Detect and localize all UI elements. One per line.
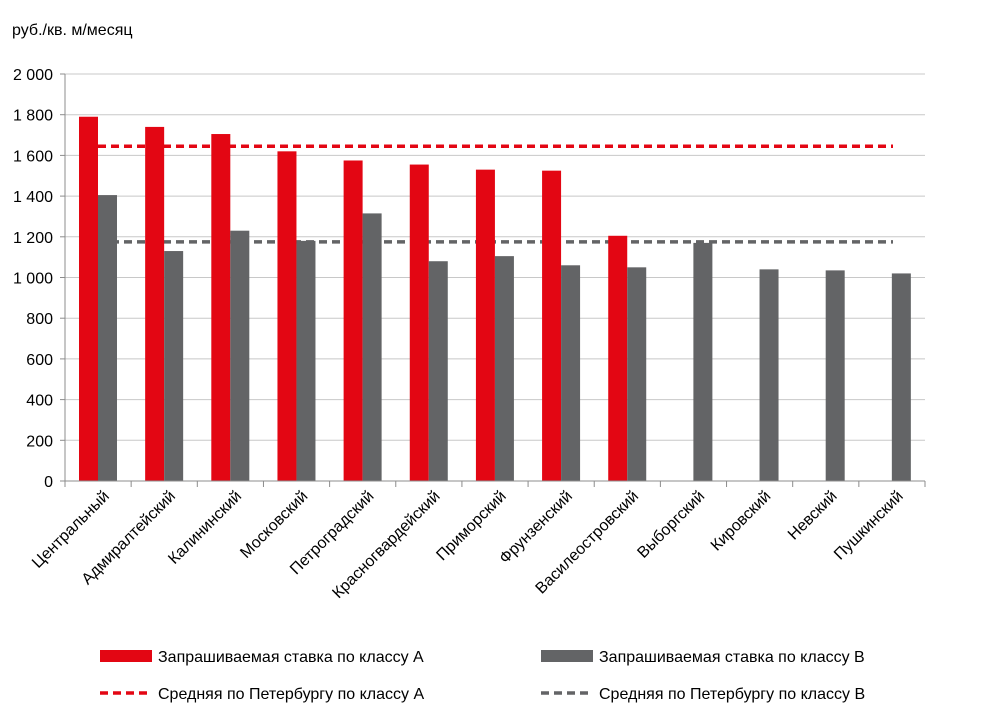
x-category-label: Кировский bbox=[708, 488, 775, 555]
y-tick-label: 1 000 bbox=[13, 271, 53, 288]
bar-series-a bbox=[409, 164, 429, 481]
bar-series-a bbox=[608, 235, 628, 481]
legend-label: Средняя по Петербургу по классу В bbox=[599, 686, 865, 703]
legend-swatch-bar bbox=[100, 650, 152, 662]
y-tick-label: 800 bbox=[26, 311, 53, 328]
y-axis-unit-label: руб./кв. м/месяц bbox=[12, 22, 133, 39]
legend-item-class-b-average: Средняя по Петербургу по классу В bbox=[541, 686, 865, 703]
bar-series-b bbox=[428, 261, 448, 481]
legend-label: Средняя по Петербургу по классу А bbox=[158, 686, 424, 703]
bar-series-a bbox=[277, 151, 297, 481]
x-category-label: Красногвардейский bbox=[329, 488, 443, 602]
legend-label: Запрашиваемая ставка по классу В bbox=[599, 649, 865, 666]
legend-label: Запрашиваемая ставка по классу А bbox=[158, 649, 424, 666]
legend-item-class-a-average: Средняя по Петербургу по классу А bbox=[100, 686, 424, 703]
legend-item-class-a-rate: Запрашиваемая ставка по классу А bbox=[100, 649, 424, 666]
y-tick-label: 1 200 bbox=[13, 230, 53, 247]
bar-series-b bbox=[561, 265, 581, 481]
bar-series-a bbox=[211, 134, 231, 481]
y-tick-label: 200 bbox=[26, 433, 53, 450]
bar-series-b bbox=[230, 230, 250, 481]
bar-series-b bbox=[627, 267, 647, 481]
bars bbox=[79, 116, 911, 482]
bar-series-b bbox=[362, 213, 382, 481]
x-category-label: Невский bbox=[785, 488, 841, 544]
y-tick-label: 1 600 bbox=[13, 148, 53, 165]
bar-series-b bbox=[693, 242, 713, 481]
y-tick-label: 2 000 bbox=[13, 67, 53, 84]
bar-series-b bbox=[825, 270, 845, 481]
bar-series-b bbox=[164, 251, 184, 481]
y-tick-label: 400 bbox=[26, 393, 53, 410]
y-tick-label: 1 800 bbox=[13, 108, 53, 125]
y-tick-label: 0 bbox=[44, 474, 53, 491]
axes: 0 200 400 600 800 1 000 1 200 1 400 1 600 1 800 2 … bbox=[13, 67, 926, 491]
x-category-label: Выборгский bbox=[634, 488, 708, 562]
bar-series-b bbox=[759, 269, 779, 481]
bar-series-a bbox=[343, 160, 363, 482]
bar-series-a bbox=[542, 170, 562, 481]
y-tick-label: 1 400 bbox=[13, 189, 53, 206]
legend-swatch-bar bbox=[541, 650, 593, 662]
y-tick-label: 600 bbox=[26, 352, 53, 369]
x-category-label: Пушкинский bbox=[831, 488, 907, 564]
category-labels: ЦентральныйАдмиралтейскийКалининскийМоск… bbox=[29, 488, 907, 602]
bar-series-b bbox=[296, 240, 316, 481]
bar-series-b bbox=[891, 273, 911, 481]
legend-item-class-b-rate: Запрашиваемая ставка по классу В bbox=[541, 649, 865, 666]
bar-series-b bbox=[494, 256, 514, 481]
legend: Запрашиваемая ставка по классу А Запрашив… bbox=[100, 649, 865, 703]
bar-series-a bbox=[475, 169, 495, 481]
bar-series-b bbox=[98, 195, 117, 481]
x-category-label: Московский bbox=[237, 488, 311, 562]
bar-series-a bbox=[145, 126, 165, 481]
bar-series-a bbox=[79, 116, 98, 482]
